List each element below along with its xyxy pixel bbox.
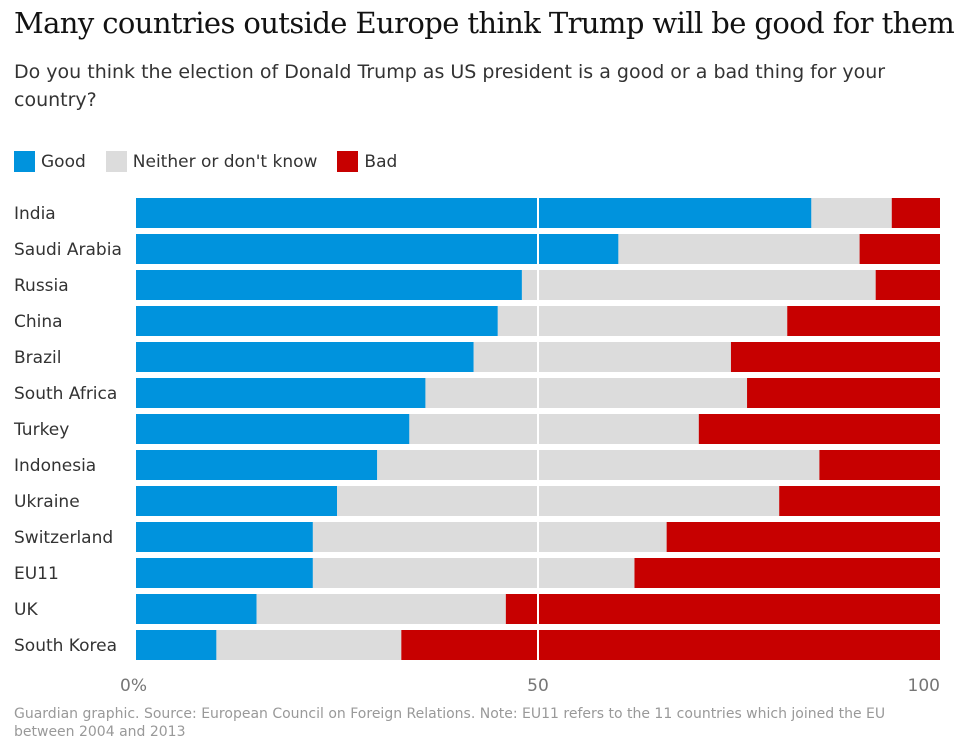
bar-good-indonesia bbox=[136, 450, 378, 480]
bar-bad-saudi-arabia bbox=[859, 234, 940, 264]
category-label-south-korea: South Korea bbox=[14, 636, 117, 656]
category-label-indonesia: Indonesia bbox=[14, 456, 96, 476]
bar-bad-south-korea bbox=[401, 630, 940, 660]
source-note: Guardian graphic. Source: European Counc… bbox=[14, 706, 886, 740]
bar-good-ukraine bbox=[136, 486, 337, 516]
legend-swatch-neither bbox=[105, 151, 127, 172]
legend-item-good: Good bbox=[14, 151, 86, 172]
bar-good-turkey bbox=[136, 414, 410, 444]
legend-label-bad: Bad bbox=[364, 151, 398, 172]
legend: Good Neither or don't know Bad bbox=[14, 151, 417, 172]
bar-bad-russia bbox=[875, 270, 940, 300]
bar-neither-or-don-t-know-uk bbox=[256, 594, 506, 624]
bar-good-brazil bbox=[136, 342, 474, 372]
bar-neither-or-don-t-know-turkey bbox=[409, 414, 699, 444]
bar-bad-india bbox=[891, 198, 940, 228]
bar-neither-or-don-t-know-china bbox=[497, 306, 788, 336]
legend-label-good: Good bbox=[41, 151, 86, 172]
chart-subtitle: Do you think the election of Donald Trum… bbox=[14, 61, 886, 111]
bar-good-russia bbox=[136, 270, 522, 300]
bar-good-saudi-arabia bbox=[136, 234, 619, 264]
legend-swatch-good bbox=[14, 151, 35, 172]
x-tick-label-0: 0% bbox=[120, 676, 147, 696]
legend-item-neither: Neither or don't know bbox=[105, 151, 318, 172]
category-label-russia: Russia bbox=[14, 276, 69, 296]
bar-neither-or-don-t-know-russia bbox=[521, 270, 876, 300]
bar-good-uk bbox=[136, 594, 257, 624]
bar-neither-or-don-t-know-indonesia bbox=[377, 450, 820, 480]
bar-neither-or-don-t-know-ukraine bbox=[337, 486, 780, 516]
bar-bad-uk bbox=[505, 594, 940, 624]
bar-bad-brazil bbox=[730, 342, 940, 372]
x-tick-label-100: 100 bbox=[908, 676, 940, 696]
category-label-south-africa: South Africa bbox=[14, 384, 117, 404]
bar-good-south-korea bbox=[136, 630, 217, 660]
legend-swatch-bad bbox=[337, 151, 359, 172]
category-label-china: China bbox=[14, 312, 63, 332]
bar-neither-or-don-t-know-south-korea bbox=[216, 630, 402, 660]
legend-item-bad: Bad bbox=[337, 151, 397, 172]
x-tick-label-50: 50 bbox=[527, 676, 549, 696]
legend-label-neither: Neither or don't know bbox=[132, 151, 318, 172]
bar-good-switzerland bbox=[136, 522, 313, 552]
category-label-india: India bbox=[14, 204, 56, 224]
bar-neither-or-don-t-know-india bbox=[811, 198, 892, 228]
category-label-switzerland: Switzerland bbox=[14, 528, 113, 548]
chart-title: Many countries outside Europe think Trum… bbox=[14, 6, 955, 40]
category-label-brazil: Brazil bbox=[14, 348, 61, 368]
bar-neither-or-don-t-know-saudi-arabia bbox=[618, 234, 860, 264]
bar-bad-ukraine bbox=[779, 486, 940, 516]
bar-neither-or-don-t-know-switzerland bbox=[312, 522, 667, 552]
category-label-eu11: EU11 bbox=[14, 564, 59, 584]
bar-bad-indonesia bbox=[819, 450, 940, 480]
category-label-turkey: Turkey bbox=[13, 420, 69, 440]
bar-good-eu11 bbox=[136, 558, 313, 588]
bar-bad-eu11 bbox=[634, 558, 940, 588]
bar-bad-turkey bbox=[698, 414, 940, 444]
bar-neither-or-don-t-know-eu11 bbox=[312, 558, 635, 588]
bar-neither-or-don-t-know-brazil bbox=[473, 342, 731, 372]
category-label-uk: UK bbox=[14, 600, 38, 620]
bar-bad-china bbox=[787, 306, 940, 336]
bar-bad-south-africa bbox=[747, 378, 940, 408]
bar-bad-switzerland bbox=[666, 522, 940, 552]
bar-good-china bbox=[136, 306, 498, 336]
bar-neither-or-don-t-know-south-africa bbox=[425, 378, 748, 408]
bar-good-south-africa bbox=[136, 378, 426, 408]
category-label-saudi-arabia: Saudi Arabia bbox=[14, 240, 122, 260]
stacked-bar-chart: India Saudi Arabia Russia China Brazil South … bbox=[13, 194, 940, 696]
bar-good-india bbox=[136, 198, 812, 228]
category-label-ukraine: Ukraine bbox=[14, 492, 80, 512]
